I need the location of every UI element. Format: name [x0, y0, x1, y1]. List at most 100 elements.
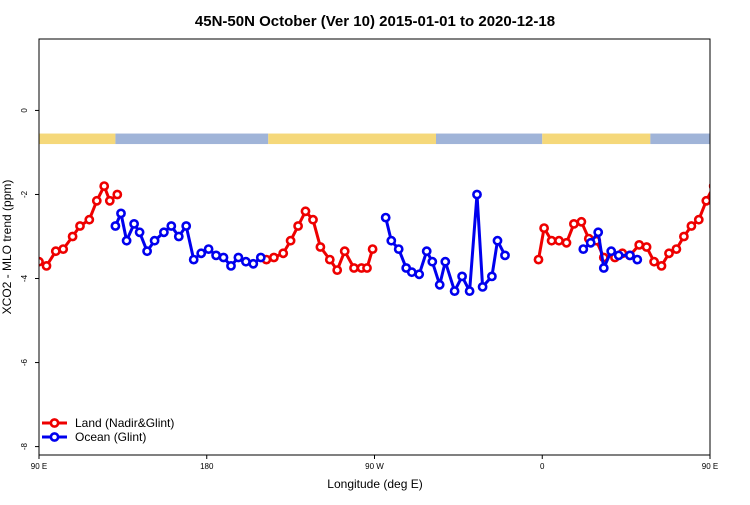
- data-point: [278, 248, 289, 259]
- band-ocean-segment: [436, 133, 543, 145]
- data-point: [324, 254, 335, 265]
- data-point: [613, 250, 624, 261]
- series-line-segment: [727, 213, 750, 251]
- data-point: [112, 189, 123, 200]
- data-point: [293, 221, 303, 231]
- data-point: [664, 248, 674, 259]
- data-point: [121, 235, 132, 246]
- data-point: [641, 242, 652, 252]
- x-axis: 90 E 180 90 W 0 90 E: [31, 455, 718, 471]
- legend-swatch-marker: [49, 432, 60, 442]
- data-point: [731, 210, 738, 217]
- data-point: [339, 246, 350, 257]
- data-point: [472, 189, 482, 200]
- data-point: [736, 237, 743, 244]
- data-point: [134, 227, 145, 238]
- data-point: [367, 244, 378, 254]
- x-tick-label: 0: [540, 462, 545, 471]
- data-point: [349, 263, 359, 273]
- band-ocean-segment: [115, 133, 269, 145]
- series-line-segment: [265, 209, 375, 272]
- data-point: [500, 250, 510, 261]
- y-axis: 0 -2 -4 -6 -8: [20, 108, 39, 450]
- data-point: [84, 214, 95, 225]
- data-point: [427, 256, 438, 267]
- legend-item-ocean: Ocean (Glint): [42, 430, 146, 444]
- data-point: [723, 222, 730, 229]
- y-tick-label: -2: [20, 190, 29, 198]
- data-point: [110, 221, 121, 231]
- band-land-segment: [268, 133, 437, 145]
- data-point: [362, 263, 372, 273]
- data-point: [606, 246, 617, 257]
- y-tick-label: 0: [20, 108, 29, 113]
- data-point: [181, 221, 192, 231]
- data-point: [255, 252, 266, 263]
- data-point: [91, 195, 102, 206]
- data-point: [632, 254, 643, 265]
- data-point: [716, 197, 723, 204]
- data-point: [308, 214, 318, 225]
- data-point: [41, 260, 52, 271]
- band-land-segment: [542, 133, 651, 145]
- x-tick-label: 90 E: [31, 462, 47, 471]
- data-point: [440, 256, 451, 267]
- chart-title: 45N-50N October (Ver 10) 2015-01-01 to 2…: [195, 13, 555, 30]
- data-point: [656, 260, 667, 271]
- data-point: [268, 252, 279, 263]
- legend-label: Land (Nadir&Glint): [75, 416, 174, 430]
- data-point: [533, 254, 544, 265]
- data-point: [248, 258, 259, 269]
- data-point: [421, 246, 432, 257]
- data-point: [723, 191, 730, 198]
- legend-item-land: Land (Nadir&Glint): [42, 416, 174, 430]
- data-point: [129, 218, 139, 229]
- data-point: [173, 231, 184, 242]
- data-point: [300, 206, 311, 217]
- data-point: [679, 231, 689, 242]
- data-point: [701, 195, 710, 206]
- data-point: [104, 195, 115, 206]
- data-point: [203, 244, 214, 254]
- y-tick-label: -6: [20, 358, 29, 366]
- data-point: [67, 231, 78, 242]
- data-point: [585, 237, 596, 248]
- series-ocean: [110, 189, 750, 296]
- land-ocean-band: [39, 133, 710, 145]
- x-tick-label: 90 E: [702, 462, 718, 471]
- data-point: [576, 216, 587, 227]
- data-point: [233, 252, 244, 263]
- data-point: [464, 286, 475, 296]
- data-point: [708, 182, 710, 190]
- data-point: [196, 248, 207, 259]
- data-point: [449, 286, 460, 296]
- data-point: [486, 271, 497, 282]
- data-point: [649, 256, 659, 267]
- data-point: [625, 250, 635, 261]
- legend: Land (Nadir&Glint)Ocean (Glint): [42, 416, 174, 444]
- data-point: [332, 265, 343, 275]
- legend-label: Ocean (Glint): [75, 430, 146, 444]
- data-point: [744, 220, 750, 227]
- data-point: [593, 227, 604, 238]
- data-point: [554, 235, 564, 246]
- y-axis-label: XCO2 - MLO trend (ppm): [0, 180, 14, 315]
- data-point: [693, 214, 704, 225]
- data-point: [386, 235, 397, 246]
- data-point: [75, 221, 85, 231]
- data-point: [99, 181, 110, 191]
- data-point: [686, 221, 697, 231]
- band-ocean-segment: [650, 133, 710, 145]
- data-point: [142, 246, 152, 257]
- x-tick-label: 90 W: [365, 462, 384, 471]
- data-point: [492, 235, 503, 246]
- data-point: [315, 242, 326, 252]
- x-axis-label: Longitude (deg E): [327, 477, 422, 491]
- data-point: [457, 271, 467, 282]
- band-land-segment: [39, 133, 116, 145]
- data-point: [434, 279, 445, 290]
- data-point: [569, 218, 579, 229]
- y-tick-label: -4: [20, 274, 29, 282]
- x-tick-label: 180: [200, 462, 214, 471]
